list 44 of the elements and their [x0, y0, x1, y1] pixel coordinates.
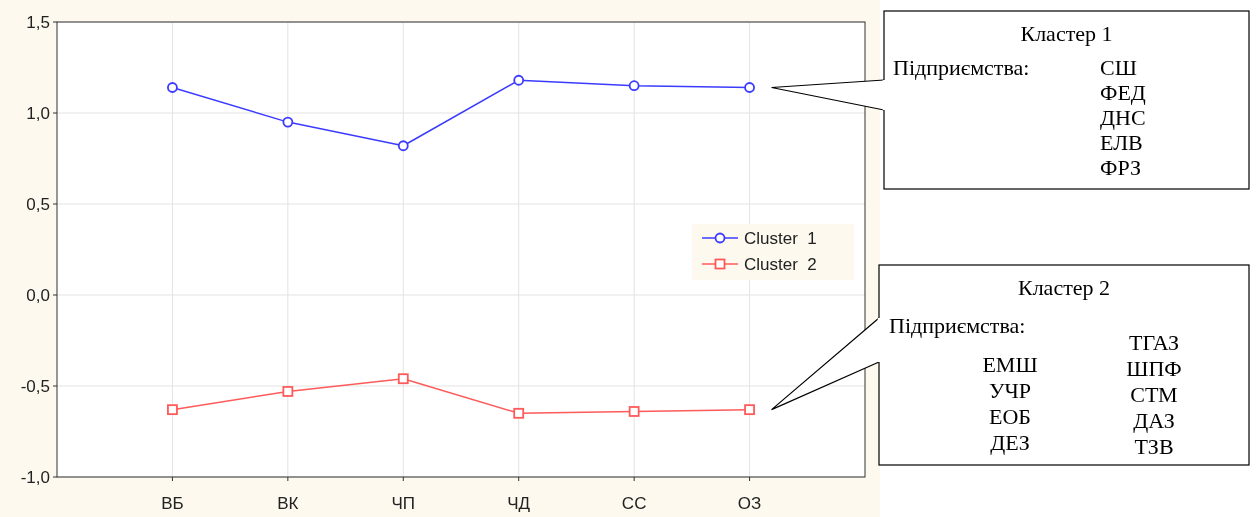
text: ЕМШ	[982, 352, 1038, 377]
x-tick-label: ОЗ	[737, 494, 762, 513]
text: Підприємства:	[889, 313, 1026, 338]
text: УЧР	[988, 378, 1032, 403]
text: ЕЛВ	[1100, 130, 1143, 155]
y-tick-label: 0,5	[26, 194, 50, 214]
point	[282, 386, 294, 397]
point	[397, 373, 409, 385]
text: ДНС	[1100, 105, 1146, 130]
text: СШ	[1100, 55, 1137, 80]
text: Кластер 1	[1020, 21, 1113, 46]
y-tick-label: 0,0	[26, 285, 50, 305]
y-tick-label: 1,5	[26, 12, 50, 32]
y-tick-label: -1,0	[20, 467, 50, 487]
text: ФЕД	[1100, 80, 1146, 105]
y-tick-label: -0,5	[20, 376, 50, 396]
text: ШПФ	[1126, 356, 1182, 381]
text: Кластер 2	[1017, 275, 1111, 300]
point	[397, 140, 409, 152]
point	[628, 406, 640, 417]
point	[744, 404, 755, 416]
text: ТГАЗ	[1128, 330, 1180, 355]
text: ФРЗ	[1100, 155, 1141, 180]
point	[282, 116, 294, 128]
text: СТМ	[1130, 382, 1178, 407]
x-tick-label: ВК	[277, 494, 299, 513]
text: ДЕЗ	[990, 430, 1030, 455]
x-tick-label: СС	[621, 494, 647, 513]
text: ДАЗ	[1133, 408, 1175, 433]
text: ЕОБ	[989, 404, 1031, 429]
y-tick-label: 1,0	[26, 103, 50, 123]
text: ТЗВ	[1134, 434, 1174, 459]
point	[513, 407, 525, 419]
point	[628, 80, 640, 92]
x-tick-label: ВБ	[161, 494, 184, 513]
point	[167, 404, 178, 416]
x-tick-label: ЧД	[507, 494, 531, 513]
text: Підприємства:	[893, 55, 1030, 80]
point	[513, 74, 525, 86]
point	[167, 82, 178, 93]
x-tick-label: ЧП	[391, 494, 416, 513]
legend-label: Cluster 2	[744, 254, 817, 274]
point	[744, 82, 755, 93]
legend-label: Cluster 1	[744, 228, 817, 248]
